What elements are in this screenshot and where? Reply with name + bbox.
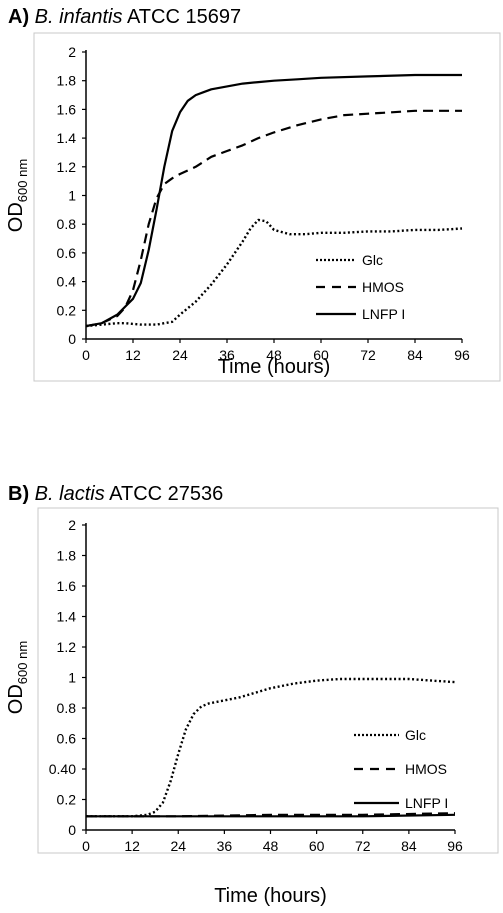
panel-a-y-tick-label: 0.2: [57, 302, 77, 318]
panel-a-x-tick-label: 84: [407, 347, 423, 363]
panel-a-y-tick-label: 1.2: [57, 159, 77, 175]
panel-a-series-glc-line: [85, 218, 463, 328]
panel-b-svg: 0 0.2 0.40 0.6 0.8 1 1.2 1.4 1.6 1.8 2 0 12 24 36 48 60 7…: [5, 507, 499, 907]
panel-b-x-tick-label: 96: [447, 838, 463, 854]
panel-b-x-tick-label: 60: [309, 838, 325, 854]
panel-b-title: B) B. lactis ATCC 27536: [8, 483, 223, 506]
panel-a-y-axis-title-sub: 600 nm: [15, 159, 30, 202]
panel-a-series-lnfp-i-line: [85, 73, 462, 328]
panel-b-y-tick-label: 2: [68, 517, 76, 533]
panel-b-y-tick-label: 0.6: [57, 731, 77, 747]
panel-a-y-tick-label: 0.8: [57, 216, 77, 232]
panel-a-legend-label: HMOS: [362, 279, 404, 295]
panel-a-x-axis-title: Time (hours): [218, 356, 331, 378]
panel-a-y-tick-label: 1: [68, 188, 76, 204]
panel-a-x-tick-label: 48: [266, 347, 282, 363]
panel-b-series-hmos-line: [86, 812, 456, 818]
panel-b-y-axis-title-main: OD: [5, 684, 27, 714]
panel-b-y-tick-label: 0: [68, 822, 76, 838]
panel-b-y-tick-label: 1: [68, 670, 76, 686]
panel-b-x-tick-label: 84: [401, 838, 417, 854]
panel-b-legend-label: Glc: [405, 727, 426, 743]
panel-a-y-axis-title-main: OD: [5, 202, 27, 232]
panel-b-y-tick-label: 0.8: [57, 700, 77, 716]
panel-a-y-tick-label: 0.4: [57, 274, 77, 290]
panel-b-y-axis-title: OD600 nm: [5, 641, 30, 714]
panel-b-legend-label: LNFP I: [405, 795, 448, 811]
panel-a-x-tick-label: 24: [172, 347, 188, 363]
panel-a-legend-label: Glc: [362, 252, 383, 268]
panel-a-legend-label: LNFP I: [362, 306, 405, 322]
panel-a-x-tick-label: 36: [219, 347, 235, 363]
panel-a-y-tick-label: 1.4: [57, 130, 77, 146]
panel-b-x-tick-label: 72: [355, 838, 371, 854]
panel-b-strain: ATCC 27536: [109, 483, 224, 505]
panel-a-x-tick-label: 96: [454, 347, 470, 363]
panel-a-label: A): [8, 6, 30, 28]
panel-a-y-tick-label: 1.8: [57, 73, 77, 89]
panel-b-x-tick-label: 24: [170, 838, 186, 854]
panel-b-y-axis-title-sub: 600 nm: [15, 641, 30, 684]
panel-b-series-lnfp-i-line: [86, 813, 456, 818]
panel-a-strain: ATCC 15697: [126, 6, 242, 28]
panel-a-title: A) B. infantis ATCC 15697: [8, 6, 241, 29]
panel-b-y-tick-label: 1.8: [57, 548, 77, 564]
panel-b-y-tick-label: 0.2: [57, 792, 77, 808]
panel-a-species: B. infantis: [34, 6, 123, 28]
panel-b-label: B): [8, 483, 30, 505]
panel-b-species: B. lactis: [34, 483, 105, 505]
panel-a-y-tick-label: 0.6: [57, 245, 77, 261]
panel-b-x-tick-label: 12: [124, 838, 140, 854]
panel-b-x-tick-label: 48: [263, 838, 279, 854]
panel-b-frame: [37, 507, 499, 854]
panel-b-x-axis-title: Time (hours): [214, 885, 327, 907]
panel-a-chart: 0 0.2 0.4 0.6 0.8 1 1.2 1.4 1.6 1.8 2 0 12 24 36 48 60 72…: [0, 30, 503, 435]
panel-a-svg: 0 0.2 0.4 0.6 0.8 1 1.2 1.4 1.6 1.8 2 0 12 24 36 48 60 72…: [5, 32, 501, 382]
panel-b-legend-label: HMOS: [405, 761, 447, 777]
panel-b-x-tick-label: 36: [217, 838, 233, 854]
panel-a-x-tick-label: 0: [82, 347, 90, 363]
panel-a-y-axis-title: OD600 nm: [5, 159, 30, 232]
panel-a-y-tick-label: 0: [68, 331, 76, 347]
panel-b-series-glc-line: [86, 677, 456, 818]
panel-b-y-tick-label: 0.40: [49, 761, 76, 777]
panel-a-x-tick-label: 72: [360, 347, 376, 363]
panel-b-y-tick-label: 1.6: [57, 578, 77, 594]
panel-a-x-tick-label: 60: [313, 347, 329, 363]
panel-b-y-tick-label: 1.4: [57, 609, 77, 625]
panel-b-x-tick-label: 0: [82, 838, 90, 854]
panel-b-y-tick-label: 1.2: [57, 639, 77, 655]
panel-a-x-tick-label: 12: [125, 347, 141, 363]
panel-a-y-tick-label: 1.6: [57, 101, 77, 117]
panel-a-series-hmos-line: [85, 109, 462, 328]
panel-b-chart: 0 0.2 0.40 0.6 0.8 1 1.2 1.4 1.6 1.8 2 0 12 24 36 48 60 7…: [0, 505, 503, 913]
panel-a-y-tick-label: 2: [68, 44, 76, 60]
panel-a-frame: [33, 32, 501, 382]
